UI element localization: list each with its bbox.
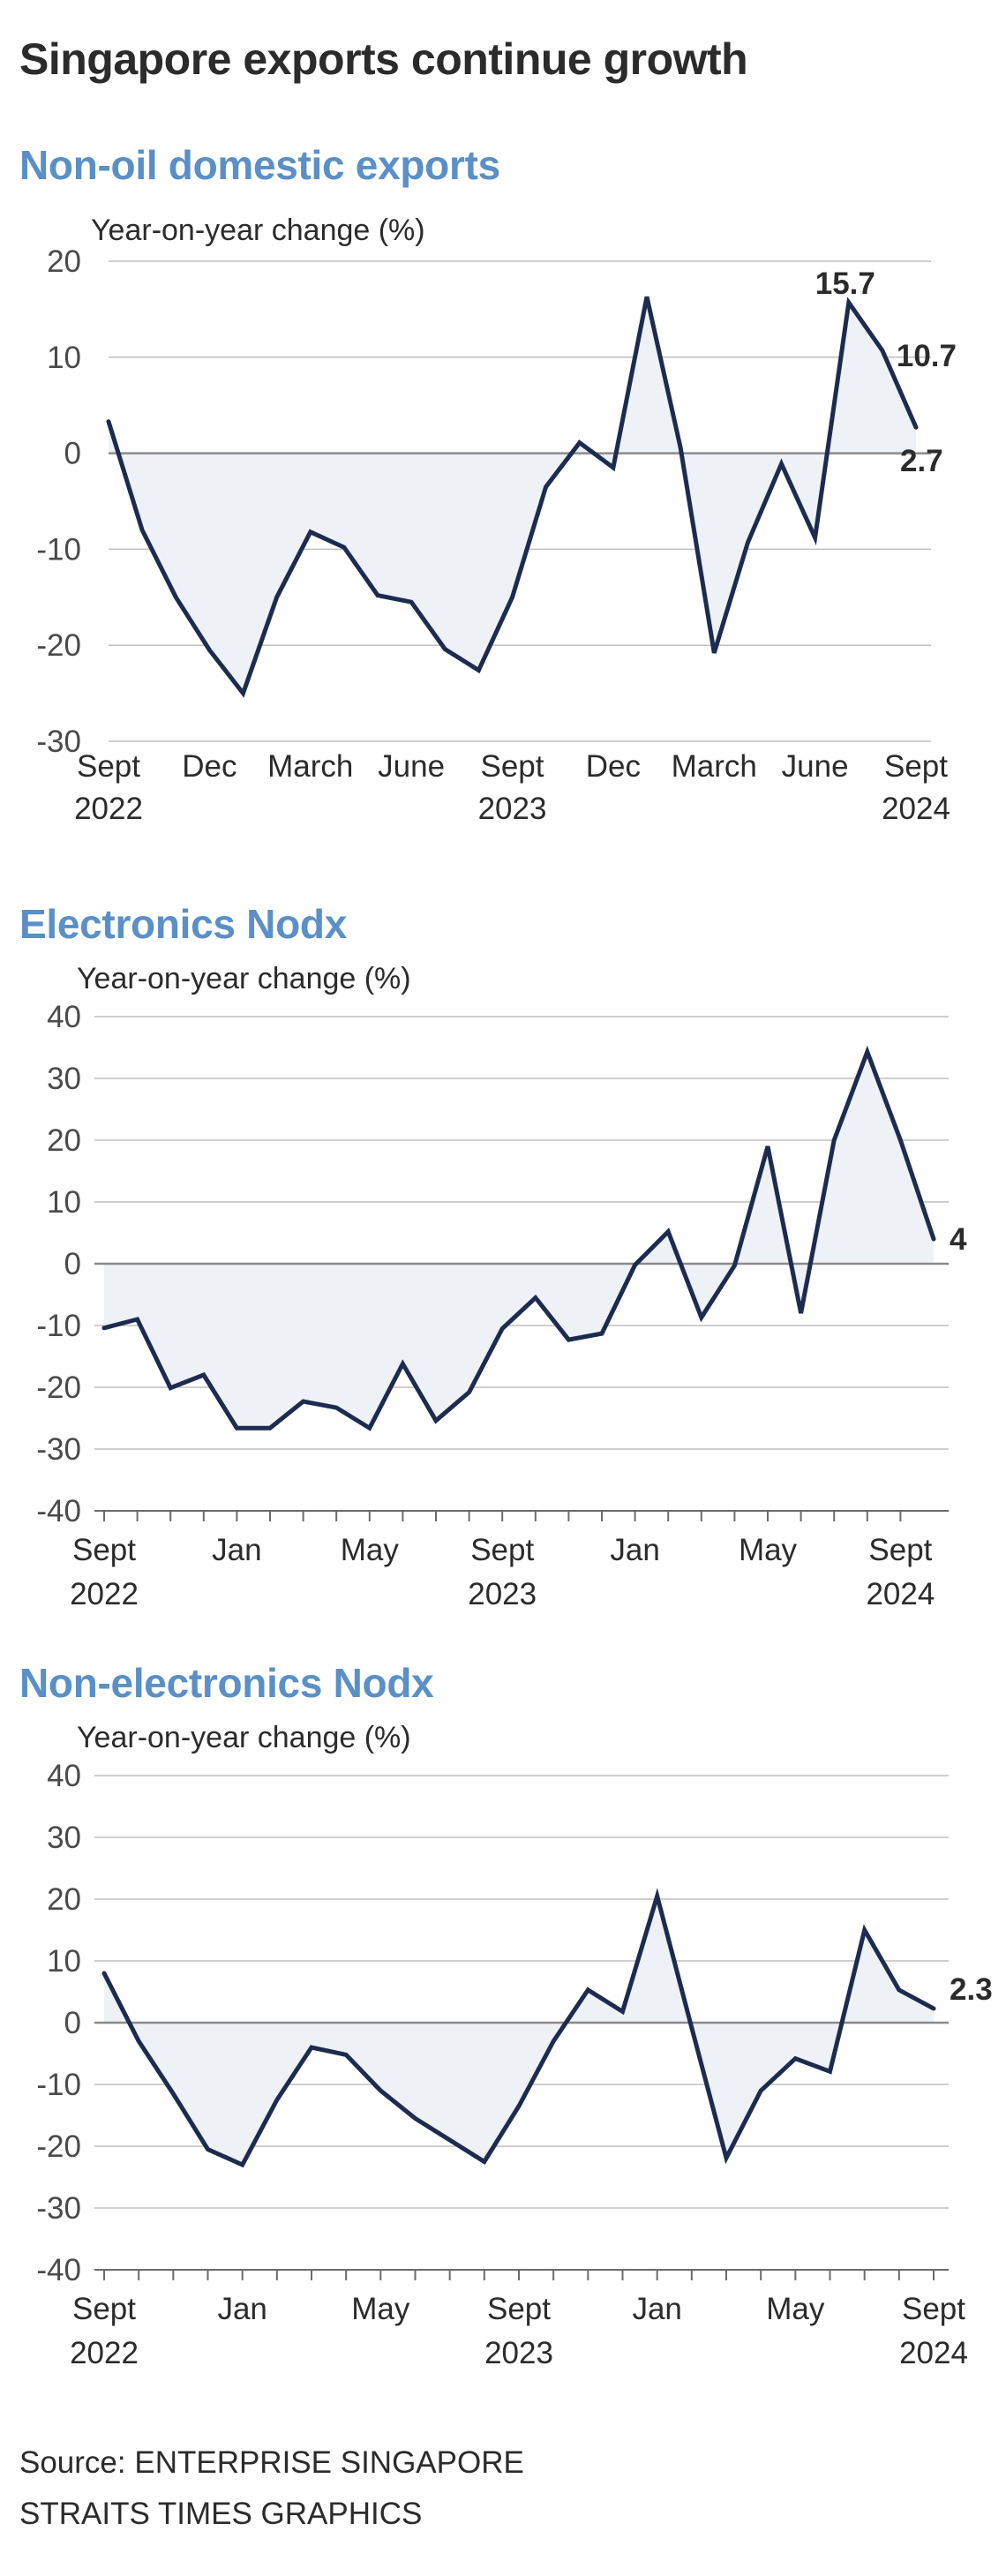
area-fill — [109, 297, 916, 694]
x-tick-label: Sept — [902, 2292, 965, 2326]
y-tick-label: -30 — [36, 2191, 81, 2226]
x-tick-label: Jan — [217, 2292, 267, 2326]
y-axis-label: Year-on-year change (%) — [77, 1721, 411, 1754]
y-tick-label: 20 — [47, 1882, 81, 1917]
y-tick-label: 10 — [47, 1185, 81, 1220]
y-tick-label: -40 — [36, 1494, 81, 1528]
x-tick-label: June — [378, 749, 445, 784]
x-tick-label: May — [739, 1533, 798, 1567]
x-tick-label: Sept — [487, 2292, 551, 2326]
x-tick-label: Jan — [212, 1533, 261, 1567]
y-tick-label: -10 — [36, 532, 81, 567]
chart-title: Non-electronics Nodx — [19, 1660, 434, 1706]
data-label: 2.7 — [900, 444, 943, 478]
x-tick-label: Sept — [72, 2292, 136, 2326]
x-tick-year: 2023 — [484, 2336, 553, 2370]
nodx-chart: Year-on-year change (%)20100-10-20-30Sep… — [36, 214, 957, 826]
y-tick-label: 10 — [47, 1944, 81, 1979]
chart-title: Non-oil domestic exports — [19, 142, 500, 188]
x-tick-label: Jan — [610, 1533, 659, 1567]
y-tick-label: 40 — [47, 1000, 81, 1034]
x-tick-label: March — [672, 749, 757, 784]
data-label: 2.3 — [950, 1972, 993, 2007]
chart-title: Electronics Nodx — [19, 901, 347, 947]
y-tick-label: 10 — [47, 341, 81, 375]
source-line: Source: ENTERPRISE SINGAPORE — [19, 2445, 524, 2480]
y-tick-label: 30 — [47, 1062, 81, 1096]
data-label: 4 — [950, 1222, 967, 1257]
electronics-chart: Year-on-year change (%) 40 30 20 10 0 -10 -20 -3… — [36, 962, 967, 1611]
y-tick-label: 0 — [64, 1247, 81, 1281]
y-axis-label: Year-on-year change (%) — [91, 214, 425, 247]
x-tick-year: 2022 — [70, 2336, 139, 2370]
x-tick-year: 2023 — [478, 792, 547, 826]
non-electronics-chart: Year-on-year change (%) 40 30 20 10 0 -10 -20 -3… — [36, 1721, 993, 2370]
x-tick-label: Dec — [586, 749, 641, 784]
x-tick-label: May — [351, 2292, 410, 2326]
page-title: Singapore exports continue growth — [19, 34, 748, 84]
x-tick-year: 2023 — [468, 1577, 537, 1611]
series-line — [106, 296, 919, 698]
y-tick-label: 0 — [64, 437, 81, 471]
y-tick-label: 20 — [47, 244, 81, 279]
x-tick-label: Sept — [884, 749, 948, 784]
y-tick-label: 20 — [47, 1123, 81, 1158]
x-tick-label: June — [782, 749, 849, 784]
y-tick-label: -20 — [36, 628, 81, 663]
data-label: 10.7 — [897, 339, 957, 373]
x-tick-year: 2022 — [74, 792, 143, 826]
chart-panel-non-electronics: Non-electronics Nodx Year-on-year change… — [0, 1659, 1006, 2400]
x-tick-label: Sept — [481, 749, 544, 784]
x-tick-label: Sept — [470, 1533, 534, 1567]
area-fill — [104, 1051, 934, 1429]
chart-panel-nodx: Non-oil domestic exports Year-on-year ch… — [0, 141, 1006, 874]
x-tick-year: 2022 — [70, 1577, 139, 1611]
x-tick-label: May — [341, 1533, 400, 1567]
x-tick-label: Sept — [868, 1533, 932, 1567]
series-line — [101, 1888, 936, 2168]
y-tick-label: -20 — [36, 1371, 81, 1405]
y-tick-label: 40 — [47, 1759, 81, 1793]
y-tick-label: 30 — [47, 1821, 81, 1855]
credit-line: STRAITS TIMES GRAPHICS — [19, 2497, 423, 2531]
y-tick-label: -30 — [36, 1432, 81, 1467]
y-tick-label: -10 — [36, 1309, 81, 1343]
y-tick-label: -10 — [36, 2068, 81, 2102]
area-fill — [104, 1896, 934, 2165]
series-line — [101, 1045, 936, 1431]
data-label: 15.7 — [815, 267, 875, 301]
source-note: Source: ENTERPRISE SINGAPORE STRAITS TIM… — [19, 2437, 524, 2540]
x-tick-year: 2024 — [899, 2336, 968, 2370]
chart-panel-electronics: Electronics Nodx Year-on-year change (%)… — [0, 900, 1006, 1641]
y-tick-label: -20 — [36, 2129, 81, 2164]
x-tick-year: 2024 — [882, 792, 950, 826]
y-tick-label: -30 — [36, 725, 81, 759]
y-tick-label: -40 — [36, 2253, 81, 2287]
x-tick-label: March — [267, 749, 353, 784]
x-tick-label: Dec — [182, 749, 236, 784]
y-tick-label: 0 — [64, 2006, 81, 2040]
x-tick-label: Sept — [72, 1533, 136, 1567]
y-axis-label: Year-on-year change (%) — [77, 962, 411, 995]
x-tick-year: 2024 — [866, 1577, 935, 1611]
x-tick-label: Jan — [632, 2292, 681, 2326]
x-tick-label: May — [766, 2292, 825, 2326]
x-tick-label: Sept — [77, 749, 140, 784]
